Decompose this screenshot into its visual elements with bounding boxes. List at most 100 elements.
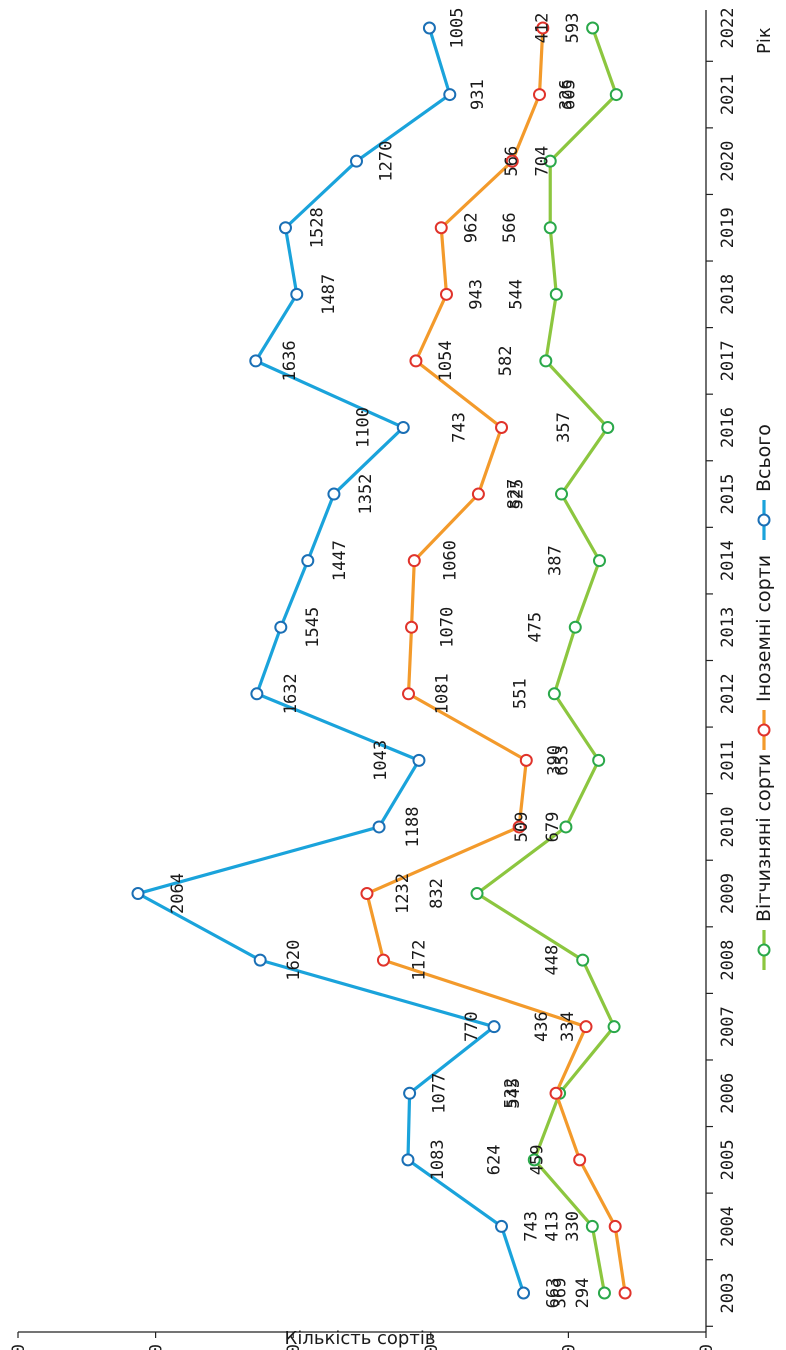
data-point [349, 154, 363, 168]
data-label: 962 [461, 212, 481, 243]
data-point [618, 1286, 632, 1300]
y-tick-label: 2000 [147, 1344, 167, 1350]
data-label: 551 [510, 678, 530, 709]
data-point [250, 687, 264, 701]
data-label: 1172 [409, 940, 429, 981]
data-point [422, 21, 436, 35]
data-point [495, 1219, 509, 1233]
data-point [360, 887, 374, 901]
y-tick-label: 0 [697, 1344, 717, 1350]
legend-label: Іноземні сорти [753, 555, 775, 702]
data-point [585, 1219, 599, 1233]
data-point [607, 1020, 621, 1034]
data-label: 544 [506, 279, 526, 310]
y-tick-label: 1500 [284, 1344, 304, 1350]
data-label: 1005 [447, 8, 467, 49]
x-tick-label: 2009 [718, 873, 738, 914]
y-axis-title: Кількість сортів [285, 1328, 436, 1349]
data-point [401, 1153, 415, 1167]
data-label: 566 [502, 146, 522, 177]
data-point [559, 820, 573, 834]
x-tick-label: 2007 [718, 1006, 738, 1047]
data-label: 413 [542, 1211, 562, 1242]
data-label: 1620 [284, 940, 304, 981]
data-label: 369 [550, 1278, 570, 1309]
data-point [403, 1086, 417, 1100]
data-label: 545 [504, 1078, 524, 1109]
data-point [539, 354, 553, 368]
data-point [372, 820, 386, 834]
x-tick-label: 2008 [718, 940, 738, 981]
data-point [434, 221, 448, 235]
axes: 0 500 1000 1500 2000 2500 2003 2004 2005 2006 2007… [9, 8, 738, 1350]
x-tick-label: 2003 [718, 1273, 738, 1314]
data-label: 1352 [356, 474, 376, 515]
data-point [278, 221, 292, 235]
data-label: 390 [545, 745, 565, 776]
data-point [609, 88, 623, 102]
chart-rotated-group: 0 500 1000 1500 2000 2500 2003 2004 2005 2006 2007… [9, 8, 775, 1350]
data-label: 1545 [303, 607, 323, 648]
data-point [439, 287, 453, 301]
data-point [274, 620, 288, 634]
data-label: 624 [484, 1144, 504, 1175]
x-tick-label: 2010 [718, 806, 738, 847]
data-label: 743 [522, 1211, 542, 1242]
data-point [131, 887, 145, 901]
series-layer [131, 21, 632, 1300]
data-point [586, 21, 600, 35]
y-tick-label: 500 [559, 1344, 579, 1350]
data-label: 1487 [319, 274, 339, 315]
data-label: 582 [496, 346, 516, 377]
data-label: 1054 [436, 340, 456, 381]
legend: Вітчизняні сорти Іноземні сорти Всього [753, 424, 775, 970]
legend-label: Всього [753, 424, 775, 492]
data-label: 827 [504, 479, 524, 510]
x-tick-label: 2006 [718, 1073, 738, 1114]
data-point [407, 554, 421, 568]
data-label: 605 [560, 79, 580, 110]
data-point [253, 953, 267, 967]
data-label: 412 [533, 13, 553, 44]
data-label: 663 [544, 1278, 564, 1309]
data-point [601, 420, 615, 434]
data-point [290, 287, 304, 301]
x-tick-label: 2012 [718, 673, 738, 714]
data-point [396, 420, 410, 434]
data-point [405, 620, 419, 634]
data-label: 1232 [393, 873, 413, 914]
data-point [495, 420, 509, 434]
x-tick-label: 2015 [718, 474, 738, 515]
data-point [533, 88, 547, 102]
data-label: 1100 [353, 407, 373, 448]
data-point [555, 487, 569, 501]
x-tick-label: 2017 [718, 340, 738, 381]
data-label: 1081 [433, 673, 453, 714]
data-label: 1070 [438, 607, 458, 648]
x-tick-label: 2011 [718, 740, 738, 781]
data-point [402, 687, 416, 701]
data-point [512, 820, 526, 834]
data-label: 593 [563, 13, 583, 44]
data-point [443, 88, 457, 102]
data-point [549, 1086, 563, 1100]
data-point [327, 487, 341, 501]
data-label: 1636 [280, 340, 300, 381]
data-label: 1188 [403, 806, 423, 847]
data-point [597, 1286, 611, 1300]
data-label: 2064 [168, 873, 188, 914]
data-point [536, 21, 550, 35]
data-label: 509 [512, 812, 532, 843]
data-label: 566 [500, 212, 520, 243]
data-label: 743 [450, 412, 470, 443]
data-label: 532 [502, 1078, 522, 1109]
data-label: 1632 [281, 673, 301, 714]
legend-label: Вітчизняні сорти [753, 754, 775, 922]
data-point [487, 1020, 501, 1034]
series-line [136, 27, 526, 1294]
data-label: 330 [563, 1211, 583, 1242]
legend-swatch-marker [757, 943, 771, 957]
data-label: 931 [468, 79, 488, 110]
data-point [579, 1020, 593, 1034]
